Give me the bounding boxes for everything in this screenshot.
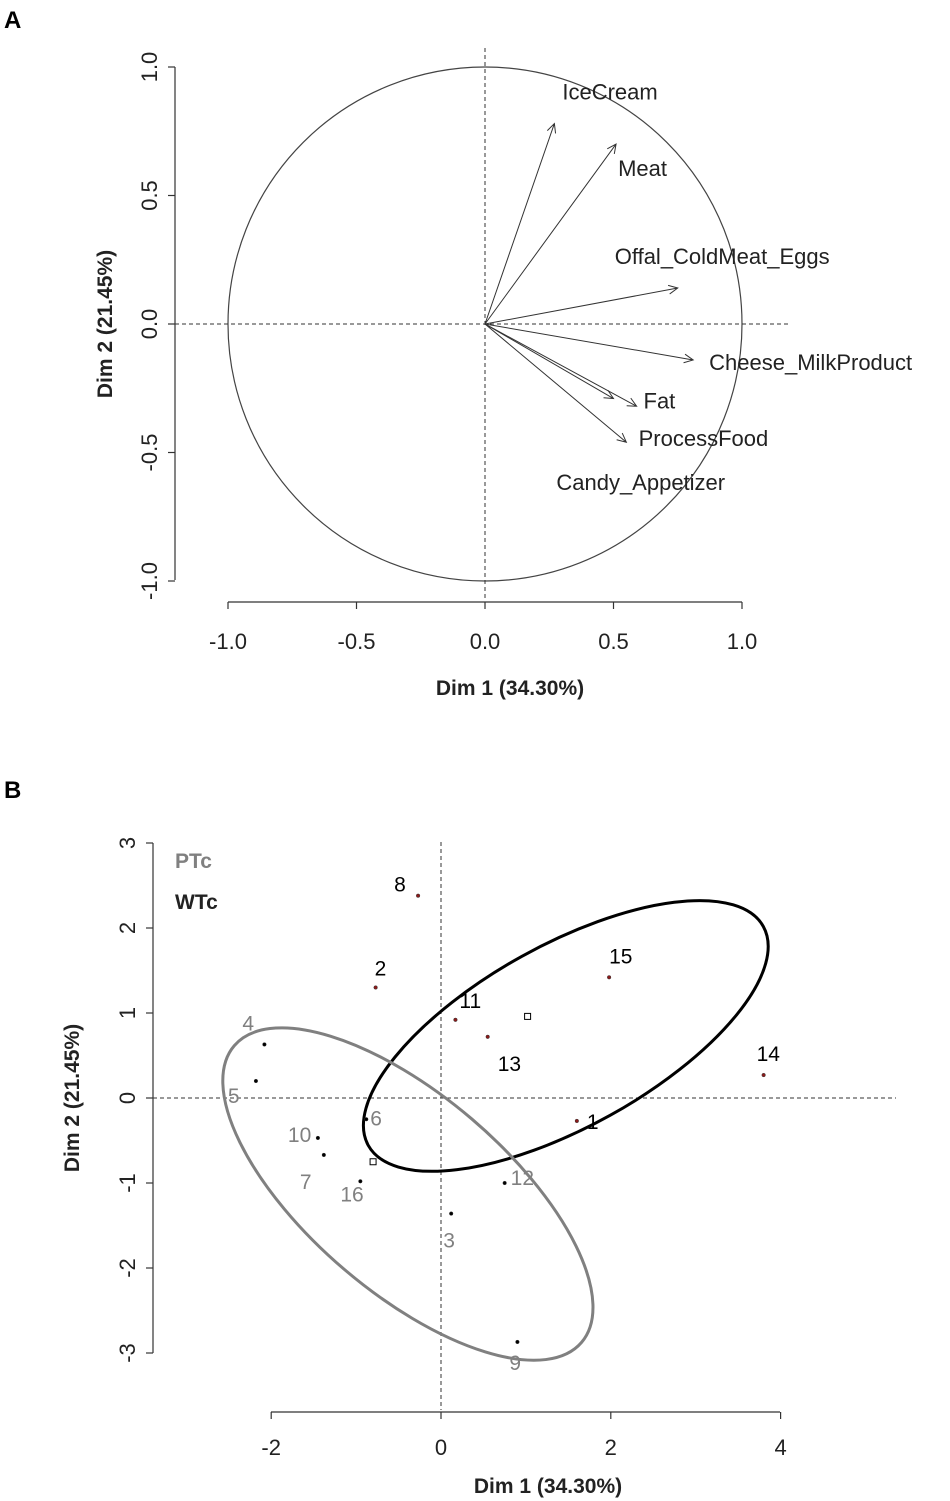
x-tick-label-a: -0.5	[338, 629, 376, 654]
x-tick-label-a: 0.5	[598, 629, 629, 654]
vector-arrow-cheese-milkproduct	[484, 323, 695, 364]
x-ticks-a: -1.0 -0.5 0.0 0.5 1.0	[209, 602, 757, 654]
vector-label-cheese-milkproduct: Cheese_MilkProduct	[709, 350, 912, 375]
point-15	[607, 975, 612, 980]
point-label-6: 6	[370, 1107, 382, 1130]
vector-label-processfood: ProcessFood	[639, 426, 769, 451]
y-axis-label-b: Dim 2 (21.45%)	[61, 1024, 84, 1172]
x-axis-label-b: Dim 1 (34.30%)	[474, 1475, 622, 1498]
vector-arrow-processfood	[484, 323, 638, 407]
point-1	[574, 1118, 579, 1123]
x-tick-label-b: 2	[605, 1435, 617, 1460]
y-tick-label-b: -1	[115, 1173, 140, 1193]
vector-arrow-icecream	[484, 122, 557, 325]
point-label-10: 10	[288, 1124, 311, 1147]
point-label-9: 9	[509, 1352, 521, 1375]
y-tick-label-b: -3	[115, 1343, 140, 1363]
panel-label-a: A	[4, 7, 21, 34]
panel-label-b: B	[4, 777, 21, 804]
x-ticks-b: -2 0 2 4	[261, 1412, 787, 1460]
confidence-ellipses	[221, 899, 770, 1362]
point-11	[453, 1017, 458, 1022]
point-label-11: 11	[459, 990, 481, 1013]
x-axis-label-a: Dim 1 (34.30%)	[436, 677, 584, 700]
legend-wtc: WTc	[175, 891, 218, 914]
point-7	[321, 1152, 326, 1157]
y-tick-label-a: -1.0	[137, 562, 162, 600]
legend-ptc: PTc	[175, 850, 212, 873]
vector-label-candy-appetizer: Candy_Appetizer	[556, 470, 725, 495]
point-3	[449, 1211, 454, 1216]
y-tick-label-b: 1	[115, 1007, 140, 1019]
y-tick-label-b: 3	[115, 837, 140, 849]
x-tick-label-b: 4	[774, 1435, 786, 1460]
point-12	[502, 1180, 507, 1186]
x-tick-label-a: 1.0	[727, 629, 758, 654]
point-2	[373, 985, 378, 990]
y-tick-label-a: -0.5	[137, 434, 162, 472]
point-label-2: 2	[375, 958, 387, 981]
point-4	[262, 1042, 267, 1047]
y-axis-label-a: Dim 2 (21.45%)	[94, 250, 117, 398]
x-tick-label-a: -1.0	[209, 629, 247, 654]
correlation-circle-plot: -1.0 -0.5 0.0 0.5 1.0 -1.0 -0.5 0.0 0.5 1.0 IceC…	[94, 48, 912, 700]
point-label-1: 1	[587, 1111, 599, 1134]
vector-label-fat: Fat	[644, 389, 676, 414]
vector-arrow-meat	[484, 143, 617, 325]
point-label-15: 15	[609, 945, 632, 968]
point-label-5: 5	[228, 1085, 240, 1108]
point-10	[315, 1135, 320, 1140]
vector-label-offal-coldmeat-eggs: Offal_ColdMeat_Eggs	[615, 244, 830, 269]
vector-arrow-fat	[484, 323, 615, 400]
y-tick-label-a: 0.5	[137, 180, 162, 211]
vector-arrow-offal-coldmeat-eggs	[484, 284, 679, 325]
point-13	[485, 1034, 490, 1039]
centroid-ptc	[369, 1158, 377, 1166]
point-label-7: 7	[300, 1171, 312, 1194]
point-label-12: 12	[511, 1167, 534, 1190]
point-6	[364, 1117, 369, 1122]
variable-vectors: IceCream Meat Offal_ColdMeat_Eggs Cheese_Mi…	[484, 80, 912, 495]
y-tick-label-b: 0	[115, 1092, 140, 1104]
x-tick-label-a: 0.0	[470, 629, 501, 654]
ellipse-wtc	[361, 899, 770, 1173]
point-8	[416, 893, 421, 898]
point-5	[253, 1078, 258, 1084]
y-tick-label-b: 2	[115, 922, 140, 934]
point-label-3: 3	[443, 1230, 455, 1253]
point-label-8: 8	[394, 874, 406, 897]
y-tick-label-b: -2	[115, 1258, 140, 1278]
x-tick-label-b: -2	[261, 1435, 281, 1460]
y-tick-label-a: 1.0	[137, 52, 162, 83]
point-label-16: 16	[340, 1183, 363, 1206]
centroid-wtc	[524, 1012, 532, 1020]
point-label-13: 13	[498, 1053, 521, 1076]
ellipse-ptc	[221, 1026, 595, 1362]
point-label-14: 14	[757, 1043, 781, 1066]
y-tick-label-a: 0.0	[137, 309, 162, 340]
vector-label-meat: Meat	[618, 156, 667, 181]
y-ticks-a: -1.0 -0.5 0.0 0.5 1.0	[137, 52, 175, 600]
point-16	[358, 1179, 363, 1184]
vector-arrow-candy-appetizer	[484, 323, 628, 443]
point-14	[761, 1073, 766, 1078]
point-label-4: 4	[242, 1012, 254, 1035]
x-tick-label-b: 0	[435, 1435, 447, 1460]
vector-label-icecream: IceCream	[562, 80, 657, 105]
y-ticks-b: -3 -2 -1 0 1 2 3	[115, 837, 153, 1363]
point-9	[515, 1339, 520, 1344]
